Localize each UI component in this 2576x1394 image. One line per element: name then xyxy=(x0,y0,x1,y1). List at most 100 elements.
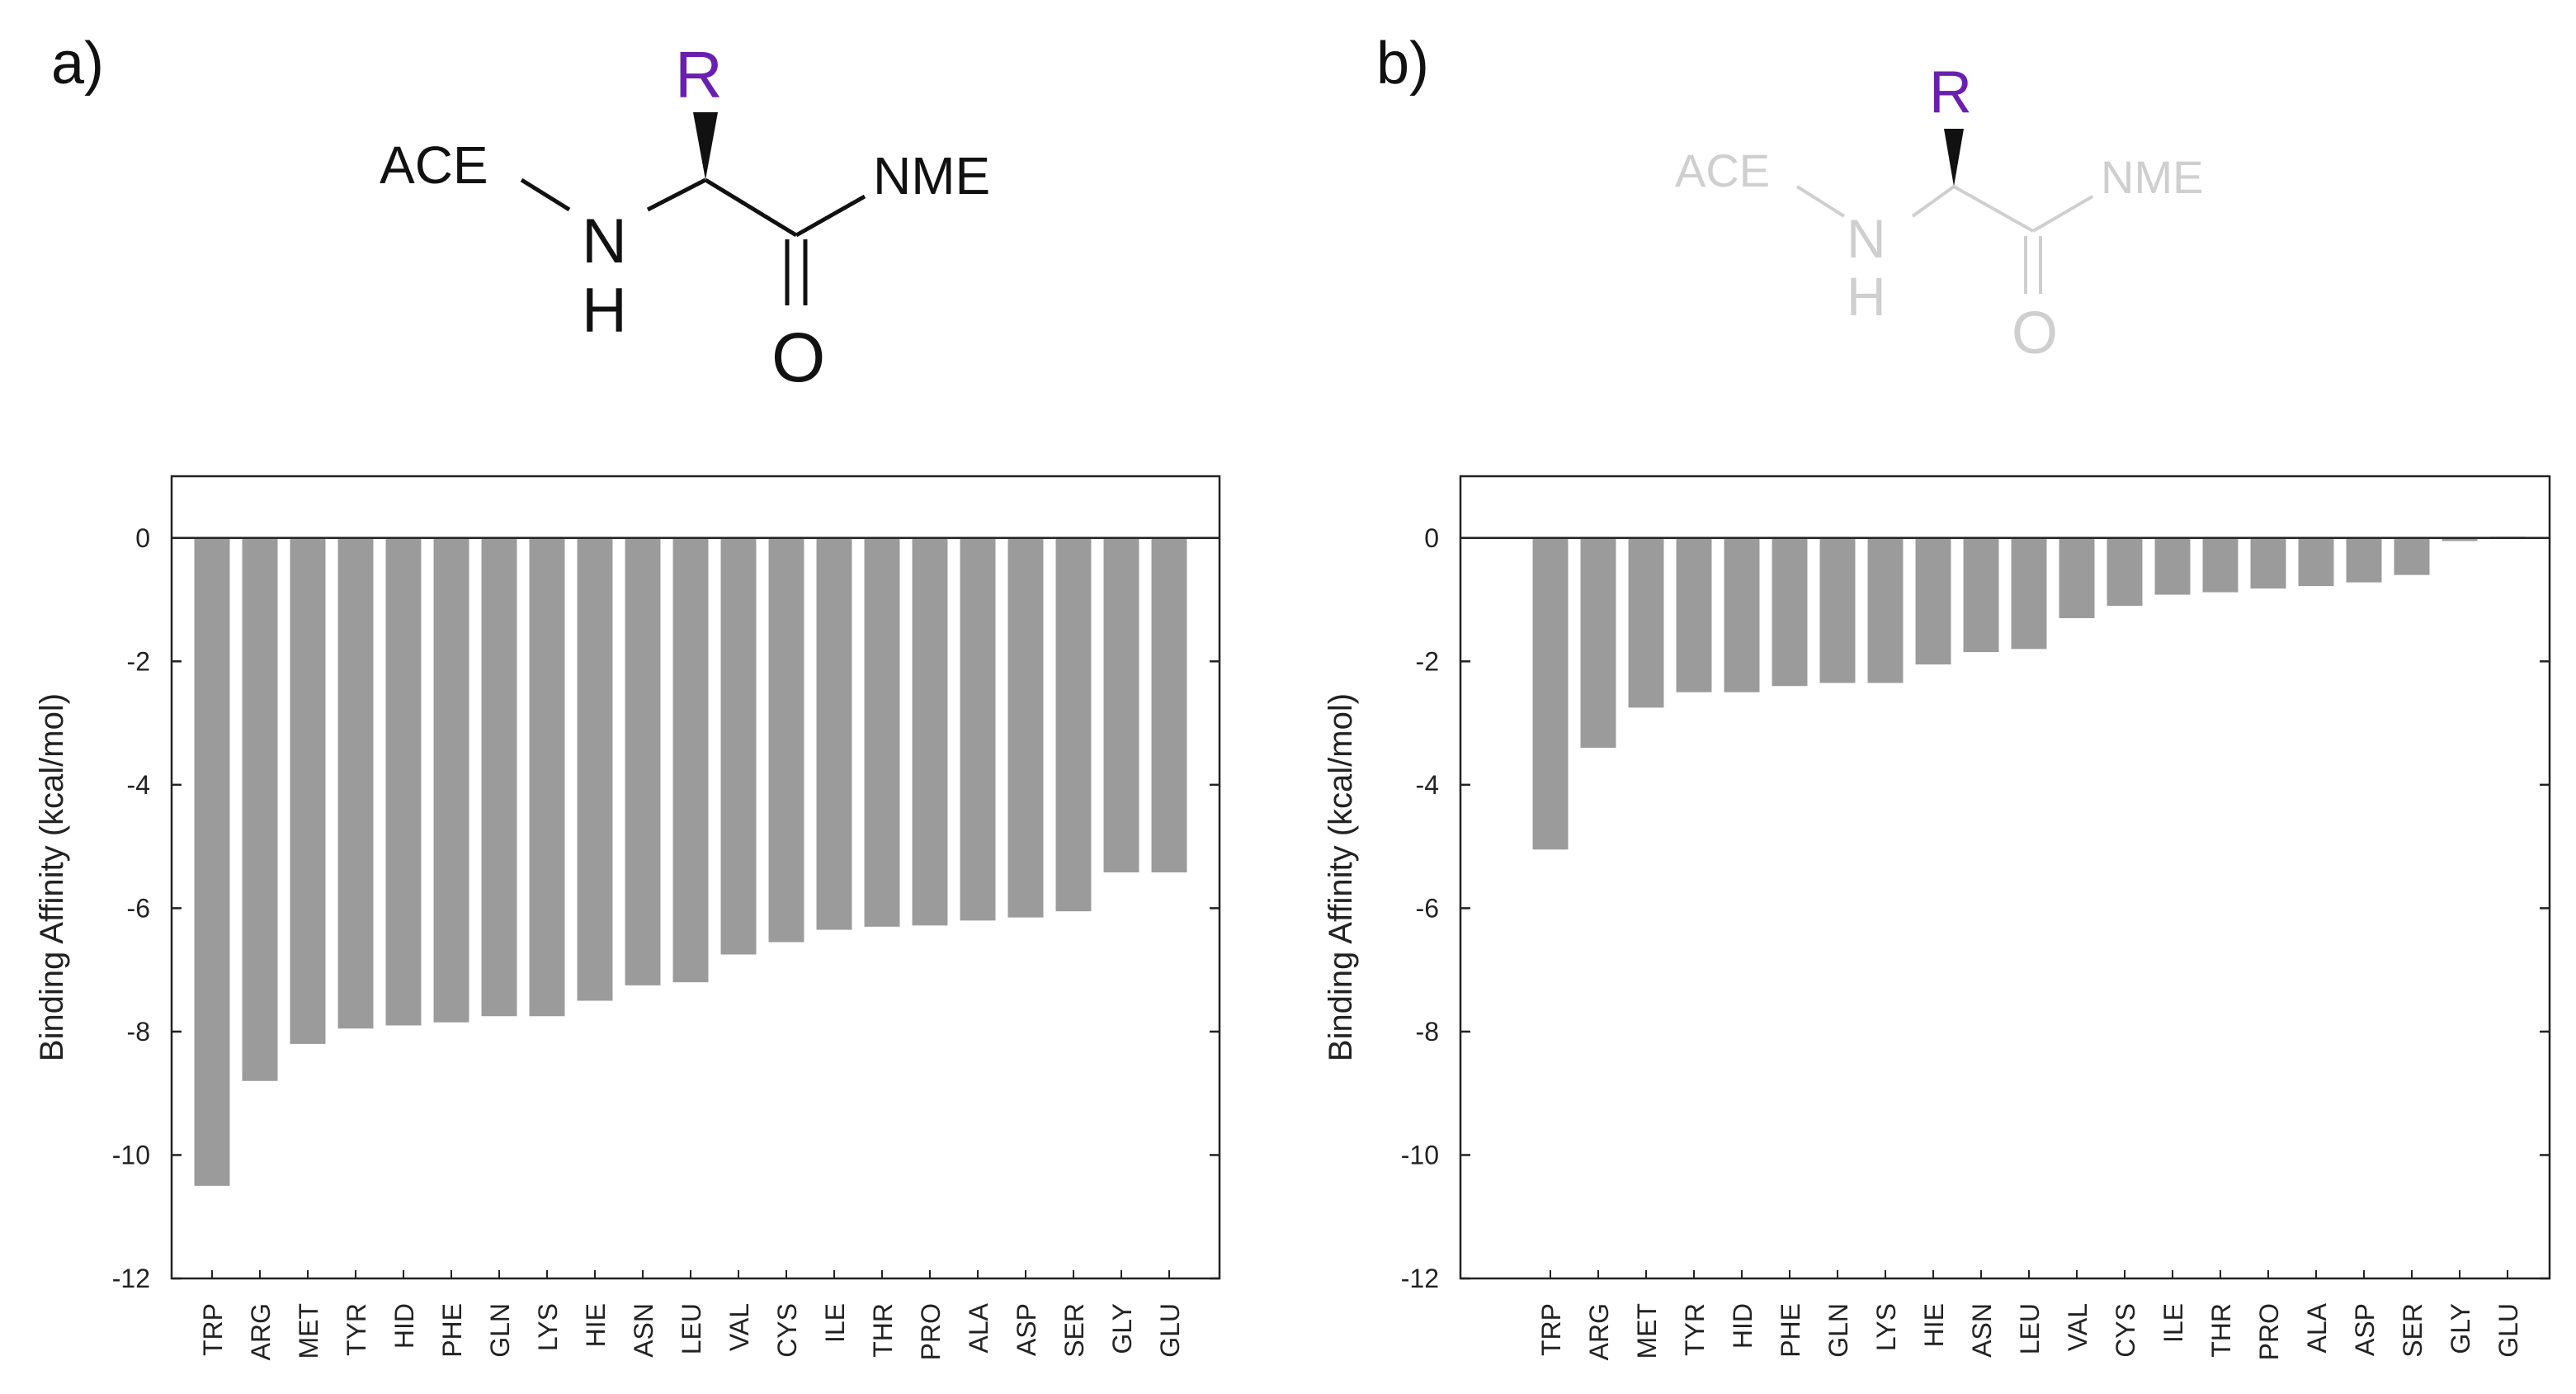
x-tick-label-phe: PHE xyxy=(437,1303,467,1358)
x-tick-label-ala: ALA xyxy=(2302,1302,2332,1353)
bar-hie xyxy=(1915,537,1951,665)
molecule-structure-a: ACE N H O NME R xyxy=(380,38,990,396)
nitrogen-label: N xyxy=(582,206,627,276)
y-tick-label: 0 xyxy=(135,523,150,553)
bar-chart-b: 0 -2 -4 -6 -8 -10 -12 TRP ARG MET TYR HID PHE GLN LYS H… xyxy=(1323,475,2551,1360)
x-tick-label-ser: SER xyxy=(2398,1303,2427,1358)
y-tick-label: -6 xyxy=(127,893,150,923)
x-tick-label-hid: HID xyxy=(1728,1303,1757,1349)
x-tick-label-glu: GLU xyxy=(2493,1303,2523,1358)
ace-label: ACE xyxy=(1675,144,1770,196)
bar-arg xyxy=(1580,537,1616,748)
oxygen-label: O xyxy=(2012,300,2058,366)
x-tick-label-glu: GLU xyxy=(1155,1303,1185,1358)
x-tick-label-leu: LEU xyxy=(677,1303,706,1354)
x-tick-label-ser: SER xyxy=(1059,1303,1089,1358)
bar-tyr xyxy=(337,537,374,1029)
bar-ser xyxy=(2394,537,2430,575)
x-tick-label-ile: ILE xyxy=(820,1303,850,1343)
y-axis-label: Binding Affinity (kcal/mol) xyxy=(1323,693,1359,1061)
bar-val xyxy=(720,537,757,955)
plot-frame xyxy=(1459,475,2551,1280)
bar-cys xyxy=(768,537,804,943)
y-tick-label: 0 xyxy=(1424,523,1439,553)
x-tick-label-met: MET xyxy=(294,1303,323,1359)
y-tick-label: -12 xyxy=(112,1264,150,1293)
y-tick-label: -4 xyxy=(127,770,150,800)
bar-asp xyxy=(1007,537,1044,918)
panel-a-label: a) xyxy=(51,31,105,97)
x-tick-label-ile: ILE xyxy=(2158,1303,2188,1343)
bar-ser xyxy=(1055,537,1092,912)
bar-phe xyxy=(433,537,469,1023)
x-tick-label-hid: HID xyxy=(389,1303,419,1349)
bar-chart-a: 0 -2 -4 -6 -8 -10 -12 TRP ARG MET TYR HID PHE GLN LYS H… xyxy=(34,475,1221,1360)
x-tick-label-trp: TRP xyxy=(198,1303,228,1356)
x-tick-label-tyr: TYR xyxy=(342,1303,371,1356)
bar-pro xyxy=(912,537,948,926)
bar-lys xyxy=(1867,537,1904,683)
bar-gly xyxy=(2442,537,2478,541)
hydrogen-label: H xyxy=(582,276,627,346)
bar-phe xyxy=(1772,537,1808,687)
x-tick-label-phe: PHE xyxy=(1776,1303,1805,1358)
nitrogen-label: N xyxy=(1847,208,1886,269)
y-tick-label: -10 xyxy=(1401,1140,1439,1170)
x-tick-label-asn: ASN xyxy=(629,1303,658,1358)
molecule-bonds xyxy=(1795,129,2094,294)
bar-gly xyxy=(1103,537,1139,873)
bar-leu xyxy=(2011,537,2047,650)
bar-leu xyxy=(672,537,709,983)
oxygen-label: O xyxy=(771,319,825,396)
y-axis-label: Binding Affinity (kcal/mol) xyxy=(34,693,70,1061)
r-group-label: R xyxy=(675,38,723,111)
bar-ala xyxy=(960,537,996,921)
x-tick-label-arg: ARG xyxy=(246,1303,276,1360)
x-tick-label-gln: GLN xyxy=(485,1303,515,1358)
bar-thr xyxy=(864,537,900,927)
y-tick-label: -8 xyxy=(127,1017,150,1047)
x-tick-label-met: MET xyxy=(1632,1303,1662,1359)
nme-label: NME xyxy=(873,146,990,206)
x-tick-label-pro: PRO xyxy=(916,1303,946,1360)
x-tick-label-cys: CYS xyxy=(2111,1303,2140,1358)
x-tick-label-hie: HIE xyxy=(581,1303,611,1347)
x-tick-label-thr: THR xyxy=(868,1303,898,1358)
plot-frame xyxy=(170,475,1221,1280)
x-tick-label-hie: HIE xyxy=(1919,1303,1949,1347)
r-group-label: R xyxy=(1929,59,1972,125)
bar-asn xyxy=(1963,537,1999,653)
x-tick-label-gln: GLN xyxy=(1823,1303,1853,1358)
bar-hid xyxy=(1724,537,1760,692)
molecule-structure-b: ACE N H O NME R xyxy=(1675,59,2203,366)
x-tick-label-gly: GLY xyxy=(2446,1303,2475,1354)
y-tick-label: -4 xyxy=(1416,770,1439,800)
bar-pro xyxy=(2250,537,2286,589)
bar-hie xyxy=(577,537,613,1001)
bar-met xyxy=(290,537,326,1044)
x-tick-label-lys: LYS xyxy=(1871,1303,1901,1351)
bar-ile xyxy=(2154,537,2191,595)
bar-cys xyxy=(2107,537,2143,607)
bar-ala xyxy=(2298,537,2334,587)
bar-ile xyxy=(816,537,852,930)
bar-gln xyxy=(481,537,517,1017)
bar-gln xyxy=(1819,537,1856,683)
x-tick-label-asp: ASP xyxy=(2350,1303,2380,1356)
x-tick-label-leu: LEU xyxy=(2015,1303,2045,1354)
bar-glu xyxy=(1151,537,1187,873)
x-tick-label-arg: ARG xyxy=(1584,1303,1614,1360)
y-tick-label: -2 xyxy=(1416,646,1439,676)
y-tick-label: -12 xyxy=(1401,1264,1439,1293)
x-tick-label-pro: PRO xyxy=(2254,1303,2284,1360)
x-tick-label-val: VAL xyxy=(724,1303,754,1351)
nme-label: NME xyxy=(2101,151,2203,203)
hydrogen-label: H xyxy=(1847,266,1886,327)
bar-arg xyxy=(242,537,278,1081)
bar-tyr xyxy=(1676,537,1712,692)
x-tick-label-thr: THR xyxy=(2206,1303,2236,1358)
x-tick-label-tyr: TYR xyxy=(1680,1303,1710,1356)
x-tick-label-val: VAL xyxy=(2063,1303,2092,1351)
bar-met xyxy=(1628,537,1664,708)
